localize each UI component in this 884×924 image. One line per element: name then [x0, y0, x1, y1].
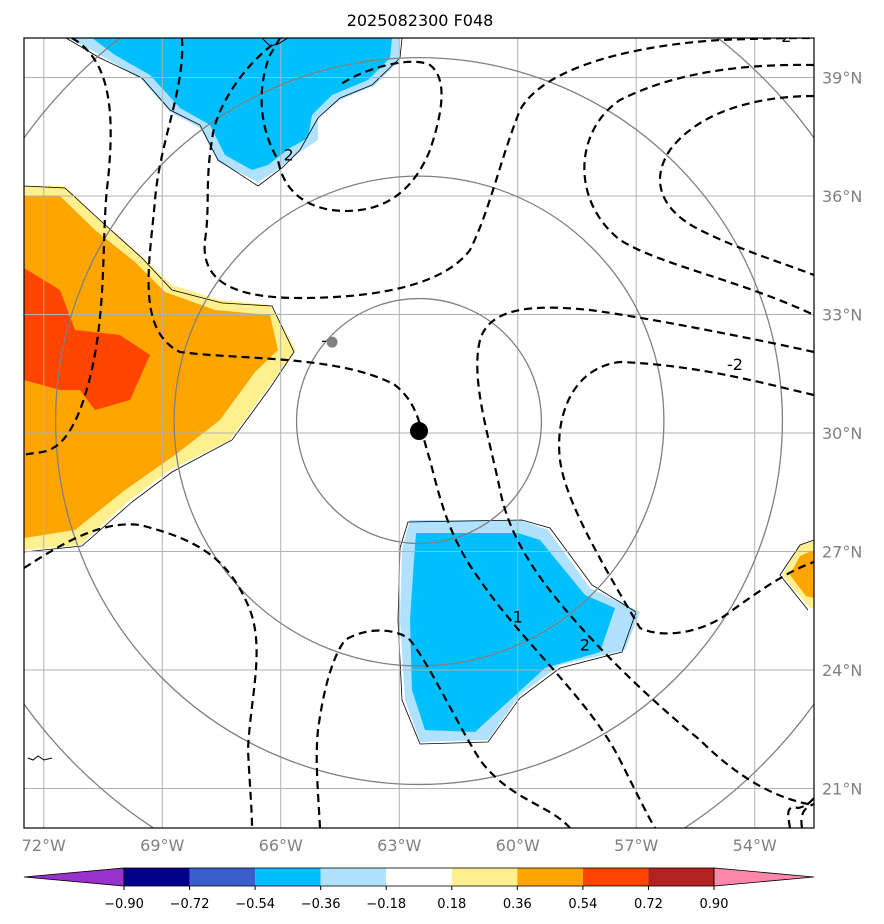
longitude-labels: 72°W 69°W 66°W 63°W 60°W 57°W 54°W	[22, 836, 777, 855]
colorbar-segment	[582, 868, 649, 886]
colorbar-extend-min	[23, 867, 125, 887]
colorbar-tick-label: −0.18	[366, 897, 406, 912]
colorbar-tick-label: −0.72	[170, 897, 210, 912]
colorbar-tick-label: 0.36	[503, 897, 532, 912]
anomaly-fill-east-orange	[782, 540, 814, 608]
contour-label: -	[321, 331, 327, 350]
colorbar-segment	[386, 868, 452, 886]
colorbar-segment	[189, 868, 256, 886]
colorbar-tick-label: −0.54	[235, 897, 275, 912]
colorbar-segment	[451, 868, 518, 886]
storm-center-marker	[410, 422, 428, 441]
colorbar-segment	[255, 868, 321, 886]
lat-tick-label: 39°N	[822, 69, 862, 88]
plot-frame	[23, 37, 815, 829]
range-ring	[54, 56, 784, 786]
lon-tick-label: 54°W	[733, 836, 777, 855]
contour-labels: 2-2-212	[284, 27, 792, 654]
lat-tick-label: 21°N	[822, 780, 862, 799]
colorbar-tick-label: 0.72	[634, 897, 663, 912]
lon-tick-label: 63°W	[377, 836, 421, 855]
colorbar-frame	[123, 867, 715, 887]
anomaly-fill-west-orange	[24, 186, 296, 550]
colorbar-tick-label: 0.90	[700, 897, 729, 912]
colorbar: −0.90 −0.72 −0.54 −0.36 −0.18 0.18 0.36 0.54 0.7…	[23, 867, 815, 912]
anomaly-fill-south-blue	[400, 520, 640, 742]
contour-label: -2	[727, 355, 743, 374]
anomaly-fill-northwest-blue	[68, 38, 400, 182]
lat-tick-label: 24°N	[822, 661, 862, 680]
range-ring	[173, 175, 665, 667]
secondary-position-marker	[326, 336, 338, 348]
lat-tick-label: 33°N	[822, 306, 862, 325]
colorbar-tick-label: −0.90	[104, 897, 144, 912]
contour-label: 2	[284, 145, 294, 164]
contour-label: 2	[580, 635, 590, 654]
contour-label: 2	[781, 27, 791, 46]
lat-tick-label: 30°N	[822, 424, 862, 443]
colorbar-segment	[124, 868, 190, 886]
colorbar-segment	[517, 868, 583, 886]
coastline	[27, 38, 289, 761]
colorbar-tick-label: 0.54	[568, 897, 597, 912]
map-title: 2025082300 F048	[347, 11, 494, 30]
colorbar-segment	[648, 868, 714, 886]
lat-tick-label: 36°N	[822, 187, 862, 206]
contour-label: 1	[513, 608, 523, 627]
lon-tick-label: 60°W	[496, 836, 540, 855]
lon-tick-label: 69°W	[140, 836, 184, 855]
lon-tick-label: 57°W	[614, 836, 658, 855]
lat-tick-label: 27°N	[822, 543, 862, 562]
colorbar-segment	[320, 868, 387, 886]
colorbar-extend-max	[713, 867, 815, 887]
colorbar-tick-label: 0.18	[437, 897, 466, 912]
colorbar-tick-label: −0.36	[301, 897, 341, 912]
lon-tick-label: 72°W	[22, 836, 66, 855]
lon-tick-label: 66°W	[259, 836, 303, 855]
latitude-labels: 39°N 36°N 33°N 30°N 27°N 24°N 21°N	[822, 69, 862, 799]
dashed-contours	[24, 38, 814, 828]
range-ring	[295, 297, 543, 545]
shading-outlines	[24, 38, 814, 745]
